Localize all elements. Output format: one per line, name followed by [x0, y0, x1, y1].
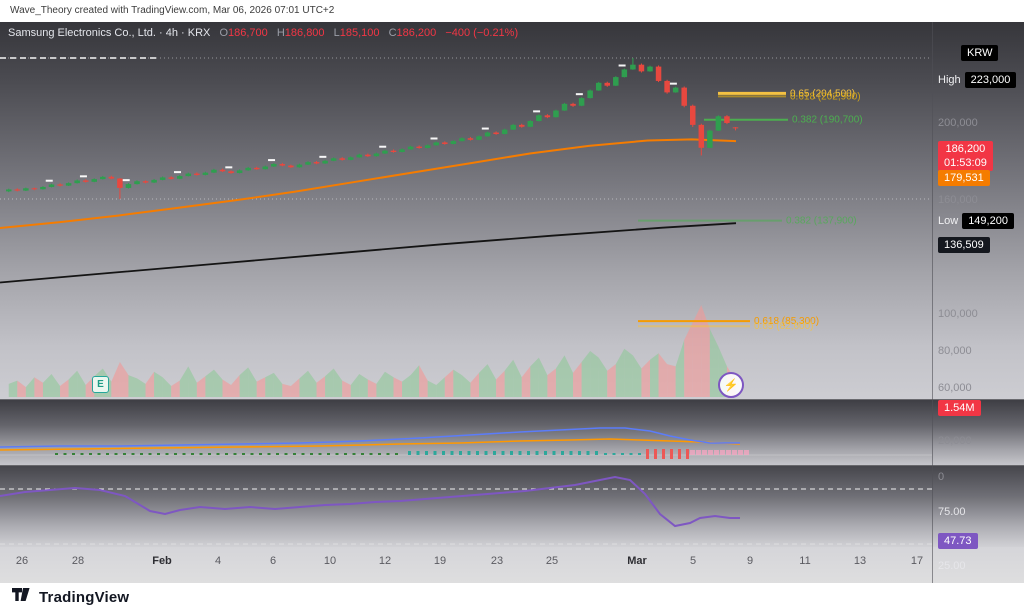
ma-fast-badge: 179,531 [938, 170, 990, 186]
time-axis[interactable]: 26 28 Feb 4 6 10 12 19 23 25 Mar 5 9 11 13 17 [0, 547, 932, 583]
last-price-badge: 186,200 01:53:09 [938, 141, 993, 171]
symbol-title[interactable]: Samsung Electronics Co., Ltd. · 4h · KRX [8, 27, 211, 39]
axis-tick-label: 200,000 [938, 117, 978, 129]
axis-label: 160,000 [938, 194, 978, 206]
fib-level-label: 0.65 (204,500) [790, 88, 855, 99]
low-value: 185,100 [339, 27, 380, 39]
attribution-text: Wave_Theory created with TradingView.com… [10, 5, 335, 16]
axis-label: 0 [938, 471, 944, 483]
ma-fast-badge: 179,531 [938, 170, 990, 186]
axis-label: 75.00 [938, 506, 966, 518]
low-price-badge: 149,200 [962, 213, 1014, 229]
time-tick-label: 17 [910, 555, 924, 567]
open-label: O [219, 27, 228, 39]
main-pane-background [0, 22, 1024, 400]
volume-badge: 1.54M [938, 400, 981, 416]
tradingview-logo-icon[interactable] [10, 587, 32, 607]
time-tick-label: 19 [433, 555, 447, 567]
axis-tick-label: 160,000 [938, 194, 978, 206]
fib-level-label: 0.618 (202,900) [790, 91, 861, 102]
high-price-badge: 223,000 [964, 72, 1017, 88]
time-tick-label: 23 [490, 555, 504, 567]
axis-label-prefix: High [938, 74, 961, 86]
time-tick-label: 11 [799, 555, 811, 567]
low-price-badge: Low 149,200 [938, 213, 1014, 229]
axis-tick-label: 80,000 [938, 345, 972, 357]
time-tick-label: 4 [214, 555, 222, 567]
pane-separator-1[interactable] [0, 399, 1024, 400]
currency-badge: KRW [961, 45, 999, 61]
volume-badge: 1.54M [938, 400, 981, 416]
time-tick-label: 28 [71, 555, 85, 567]
lightning-icon[interactable]: ⚡ [718, 372, 744, 398]
high-value: 186,800 [284, 27, 325, 39]
main-chart-canvas[interactable]: 0.65 (204,500)0.618 (202,900) 0.382 (190,… [0, 22, 932, 400]
axis-tick-label: 75.00 [938, 506, 966, 518]
axis-tick-label: 20,000 [938, 435, 972, 447]
axis-label-prefix: Low [938, 215, 959, 227]
axis-tick-label: 100,000 [938, 308, 978, 320]
axis-label: 60,000 [938, 382, 972, 394]
high-price-badge: High 223,000 [938, 72, 1017, 88]
axis-label: 200,000 [938, 117, 978, 129]
time-tick-label: 26 [15, 555, 29, 567]
earnings-marker[interactable]: E [92, 376, 109, 393]
fib-level-label: 0.382 (190,700) [792, 115, 863, 126]
close-label: C [388, 27, 397, 39]
ma-slow-badge: 136,509 [938, 237, 990, 253]
rsi-pane-background [0, 466, 1024, 547]
last-price-badge: 186,200 01:53:09 [938, 141, 993, 171]
footer-bar: TradingView [0, 583, 1024, 611]
time-tick-label: 12 [378, 555, 392, 567]
axis-label: 25.00 [938, 560, 966, 572]
axis-tick-label: 60,000 [938, 382, 972, 394]
time-tick-label: Mar [627, 555, 647, 567]
fib-level-label: 0.65 (82,600) [754, 321, 814, 332]
earnings-marker-label: E [97, 379, 104, 390]
time-tick-label: 25 [545, 555, 559, 567]
high-label: H [276, 27, 285, 39]
time-tick-label: 9 [746, 555, 754, 567]
axis-tick-label: 25.00 [938, 560, 966, 572]
axis-tick-label: 0 [938, 471, 945, 483]
currency-badge: KRW [961, 45, 999, 61]
pane-separator-2[interactable] [0, 465, 1024, 466]
close-value: 186,200 [396, 27, 437, 39]
ma-slow-badge: 136,509 [938, 237, 990, 253]
macd-pane-canvas[interactable] [0, 400, 932, 466]
time-tick-label: 5 [689, 555, 697, 567]
attribution-bar: Wave_Theory created with TradingView.com… [0, 0, 1024, 22]
symbol-legend[interactable]: Samsung Electronics Co., Ltd. · 4h · KRX… [8, 27, 518, 39]
tradingview-brand-text[interactable]: TradingView [39, 588, 130, 606]
axis-label: 20,000 [938, 435, 972, 447]
low-label: L [333, 27, 340, 39]
rsi-value-badge: 47.73 [938, 533, 978, 549]
fib-level-label: 0.618 (85,300) [754, 316, 819, 327]
time-tick-label: 10 [323, 555, 337, 567]
time-tick-label: Feb [152, 555, 172, 567]
axis-label: 100,000 [938, 308, 978, 320]
price-scale[interactable]: KRW High 223,000 200,000 186,200 01:53:09 179,… [932, 22, 1024, 583]
rsi-value-badge: 47.73 [938, 533, 978, 549]
axis-label: 80,000 [938, 345, 972, 357]
change-value: −400 (−0.21%) [445, 27, 519, 39]
open-value: 186,700 [228, 27, 268, 39]
time-axis-background [0, 547, 1024, 583]
fib-level-label: 0.382 (137,900) [786, 216, 857, 227]
time-tick-label: 6 [269, 555, 277, 567]
time-tick-label: 13 [853, 555, 867, 567]
rsi-pane-canvas[interactable] [0, 466, 932, 547]
